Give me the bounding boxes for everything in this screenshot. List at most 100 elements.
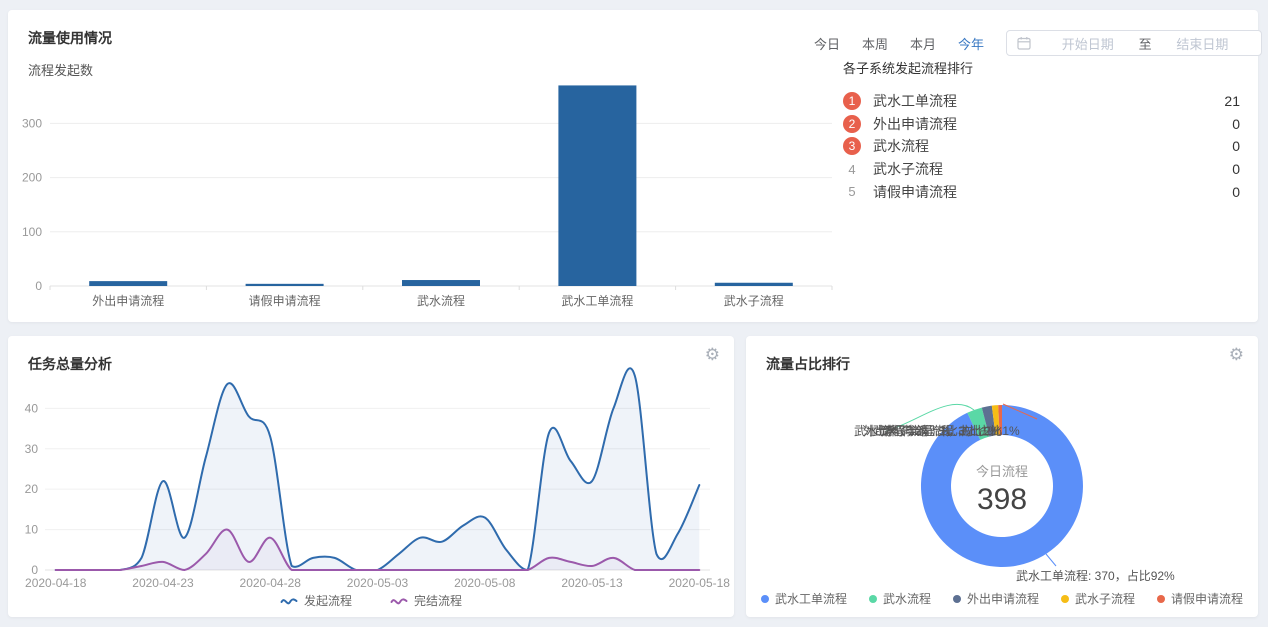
ranking-label: 外出申请流程 <box>873 115 957 132</box>
x-axis-label: 2020-05-18 <box>669 576 731 590</box>
y-axis-tick: 0 <box>31 563 38 577</box>
date-range-separator: 至 <box>1138 36 1152 52</box>
slice-label: 请假申请流程: 3，占比1% <box>881 423 1020 438</box>
legend-dot-icon <box>1061 594 1069 603</box>
y-axis-tick: 200 <box>22 171 42 185</box>
label-leader-line <box>1002 403 1038 420</box>
y-axis-tick: 40 <box>25 401 39 415</box>
ranking-row: 5 请假申请流程 0 <box>843 180 1240 203</box>
legend-dot-icon <box>1157 594 1166 603</box>
donut-callout-label: 武水工单流程: 370，占比92% <box>1016 568 1175 583</box>
calendar-icon <box>1017 37 1031 50</box>
line-发起流程[interactable] <box>54 367 701 571</box>
gear-icon[interactable]: ⚙ <box>704 345 720 364</box>
legend-label: 请假申请流程 <box>1171 592 1244 606</box>
x-axis-label: 2020-05-03 <box>347 576 409 590</box>
legend-dot-icon <box>868 594 877 603</box>
ranking-title: 各子系统发起流程排行 <box>843 61 974 76</box>
rank-badge: 3 <box>843 137 861 156</box>
gear-icon[interactable]: ⚙ <box>1228 345 1244 364</box>
legend-item-完结流程[interactable]: 完结流程 <box>390 592 462 609</box>
bar-武水流程[interactable] <box>402 280 480 286</box>
start-date-input[interactable]: 开始日期 <box>1061 36 1114 52</box>
ranking-value: 0 <box>1232 138 1240 155</box>
legend-item-武水工单流程[interactable]: 武水工单流程 <box>760 590 847 607</box>
legend-item-外出申请流程[interactable]: 外出申请流程 <box>952 590 1039 607</box>
x-axis-label: 武水子流程 <box>724 293 784 308</box>
subsystem-ranking: 各子系统发起流程排行 1 武水工单流程 21 2 外出申请流程 0 3 武水流程 0 4 武水子流程… <box>843 58 1240 203</box>
ranking-label: 武水工单流程 <box>873 93 957 110</box>
legend-label: 发起流程 <box>303 594 352 608</box>
bar-武水子流程[interactable] <box>714 282 793 286</box>
donut-slice-武水子流程[interactable] <box>991 405 1000 436</box>
x-axis-label: 2020-04-23 <box>132 576 194 590</box>
bar-外出申请流程[interactable] <box>89 281 168 286</box>
label-leader-line <box>1045 553 1057 567</box>
legend-item-发起流程[interactable]: 发起流程 <box>280 592 352 609</box>
y-axis-tick: 30 <box>25 442 39 456</box>
panel-title-traffic-usage: 流量使用情况 <box>28 30 112 46</box>
rank-badge: 1 <box>843 92 861 111</box>
y-axis-tick: 20 <box>25 482 39 496</box>
ranking-label: 请假申请流程 <box>873 183 957 200</box>
panel-title-traffic-share: 流量占比排行 <box>766 356 850 372</box>
line-chart-legend: 发起流程 完结流程 <box>8 592 734 609</box>
ranking-row: 2 外出申请流程 0 <box>843 113 1240 136</box>
donut-slice-武水工单流程[interactable] <box>920 405 1083 567</box>
rank-badge: 4 <box>848 161 856 177</box>
slice-label: 武水流程: 12，占比3% <box>854 423 976 438</box>
traffic-share-panel: 流量占比排行 ⚙ 武水流程: 12，占比3% 外出申请流程: 8，占比2% 武水子流… <box>746 336 1258 617</box>
traffic-share-donut-chart: 武水流程: 12，占比3%外出申请流程: 8，占比2%武水子流程: 5，占比1%… <box>854 403 1175 583</box>
legend-label: 武水子流程 <box>1075 592 1136 606</box>
ranking-value: 0 <box>1232 183 1240 200</box>
slice-label: 外出申请流程: 8，占比2% <box>863 423 1002 438</box>
area-发起流程 <box>55 368 700 570</box>
ranking-label: 武水子流程 <box>873 161 943 178</box>
rank-badge: 2 <box>843 114 861 133</box>
donut-slice-外出申请流程[interactable] <box>981 405 996 437</box>
pie-chart-legend: 武水工单流程 武水流程 外出申请流程 武水子流程 请假申请流程 <box>746 590 1258 607</box>
legend-item-武水子流程[interactable]: 武水子流程 <box>1061 590 1135 607</box>
tab-今年[interactable]: 今年 <box>958 36 985 52</box>
line-完结流程[interactable] <box>54 528 701 571</box>
x-axis-label: 请假申请流程 <box>249 293 321 308</box>
task-total-line-chart: 0 10 20 30 40 2020-04-18 2020-04-23 2020-04-28 2… <box>25 367 731 590</box>
bar-chart-title: 流程发起数 <box>28 63 94 78</box>
ranking-label: 武水流程 <box>873 138 929 155</box>
x-axis-label: 2020-05-13 <box>561 576 623 590</box>
x-axis-label: 2020-04-18 <box>25 576 87 590</box>
x-axis-label: 2020-04-28 <box>240 576 302 590</box>
line-legend-icon <box>280 597 298 604</box>
ranking-value: 0 <box>1232 115 1240 132</box>
donut-center-label: 今日流程 <box>976 464 1028 479</box>
process-start-bar-chart: 0 100 200 300 外出申请流程 请假申请流程 武水流程 武水工单流程 武水子流程 <box>22 85 833 308</box>
donut-slice-武水流程[interactable] <box>967 407 990 440</box>
end-date-input[interactable]: 结束日期 <box>1176 36 1229 52</box>
legend-item-请假申请流程[interactable]: 请假申请流程 <box>1157 590 1243 607</box>
y-axis-tick: 10 <box>25 523 39 537</box>
legend-dot-icon <box>952 594 961 603</box>
ranking-row: 4 武水子流程 0 <box>843 158 1240 181</box>
x-axis-label: 武水工单流程 <box>561 293 633 308</box>
tab-本月[interactable]: 本月 <box>910 36 937 52</box>
x-axis-label: 武水流程 <box>417 293 465 308</box>
donut-slice-请假申请流程[interactable] <box>998 405 1002 436</box>
y-axis-tick: 300 <box>22 116 42 130</box>
date-range-picker[interactable]: 开始日期 至 结束日期 <box>1006 30 1263 56</box>
bar-武水工单流程[interactable] <box>558 85 637 286</box>
legend-item-武水流程[interactable]: 武水流程 <box>868 590 931 607</box>
time-filter-bar: 今日 本周 本月 今年 开始日期 至 结束日期 <box>814 30 1263 56</box>
legend-label: 武水工单流程 <box>774 592 847 606</box>
x-axis-label: 2020-05-08 <box>454 576 516 590</box>
ranking-value: 21 <box>1224 93 1240 110</box>
panel-title-task-total: 任务总量分析 <box>28 356 112 372</box>
legend-label: 外出申请流程 <box>966 592 1039 606</box>
y-axis-tick: 0 <box>35 279 42 293</box>
x-axis-label: 外出申请流程 <box>92 293 164 308</box>
ranking-row: 1 武水工单流程 21 <box>843 90 1240 113</box>
bar-请假申请流程[interactable] <box>245 283 324 286</box>
tab-本周[interactable]: 本周 <box>862 36 889 52</box>
tab-今日[interactable]: 今日 <box>814 36 841 52</box>
ranking-value: 0 <box>1232 161 1240 178</box>
legend-dot-icon <box>760 594 769 603</box>
